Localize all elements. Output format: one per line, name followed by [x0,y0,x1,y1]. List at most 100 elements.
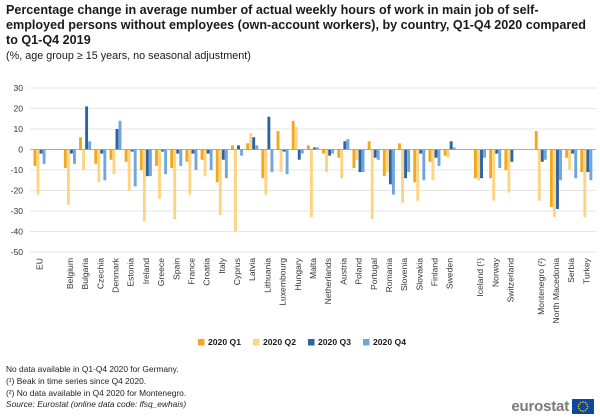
x-tick-label: Lithuania [262,258,272,293]
bar-2020-q1 [261,149,265,179]
bar-2020-q4 [361,149,365,173]
bar-2020-q2 [294,126,298,150]
bar-2020-q4 [422,149,426,181]
bar-2020-q2 [537,149,541,201]
x-tick-label: Portugal [369,258,379,290]
bar-2020-q2 [507,149,511,193]
x-tick-label: Iceland (¹) [475,258,485,297]
bar-2020-q3 [237,145,240,150]
chart-title: Percentage change in average number of a… [6,3,586,48]
bar-2020-q4 [574,149,578,179]
bar-2020-q1 [549,149,553,207]
bar-2020-q1 [413,149,417,183]
bar-2020-q4 [589,149,593,181]
bar-2020-q1 [534,131,538,150]
bar-2020-q1 [139,149,143,170]
bar-2020-q2 [203,149,207,177]
bar-2020-q3 [328,149,332,156]
x-tick-label: Switzerland [505,258,515,303]
bar-2020-q1 [63,149,67,168]
x-tick-label: EU [35,258,45,270]
bar-2020-q3 [176,149,180,154]
x-tick-label: Spain [171,258,181,280]
eu-flag-icon [572,399,594,414]
bar-2020-q1 [352,149,356,168]
bar-2020-q3 [449,141,453,150]
y-tick-label: 0 [18,145,23,155]
bar-2020-q4 [179,149,183,166]
bar-2020-q2 [552,149,556,218]
bar-2020-q1 [367,141,371,150]
y-tick-label: -20 [11,186,24,196]
bar-2020-q1 [276,131,280,150]
bar-2020-q4 [543,149,547,160]
bar-2020-q2 [477,149,480,181]
bar-2020-q1 [504,149,508,170]
bar-2020-q1 [170,149,174,168]
x-tick-label: Bulgaria [80,258,90,290]
x-tick-label: Netherlands [323,258,333,304]
source-note: Source: Eurostat (online data code: lfsq… [6,399,187,410]
footnote-germany: No data available in Q1-Q4 2020 for Germ… [6,364,179,374]
bar-2020-q4 [255,145,259,150]
x-tick-label: Romania [384,258,394,293]
bar-2020-q3 [480,149,483,179]
bar-2020-q2 [568,149,572,170]
x-tick-label: Belgium [65,258,75,289]
y-tick-label: -10 [11,165,24,175]
bar-2020-q2 [127,149,131,191]
bar-2020-q4 [270,149,274,173]
bar-2020-q4 [73,149,76,164]
bar-2020-q2 [431,149,435,181]
bar-2020-q2 [325,149,329,173]
legend-label: 2020 Q4 [373,337,406,347]
legend-swatch [308,339,315,346]
bar-2020-q1 [109,149,113,160]
bar-2020-q3 [419,149,423,154]
bar-2020-q3 [343,141,347,150]
bar-2020-q1 [565,149,569,158]
bar-2020-q3 [388,149,392,185]
bar-2020-q4 [316,147,319,150]
x-tick-label: North Macedonia [551,258,561,324]
bar-2020-q3 [267,116,271,150]
bar-2020-q4 [452,147,456,150]
x-tick-label: Austria [338,258,348,285]
x-tick-label: Italy [217,257,227,273]
bar-2020-q3 [161,149,164,152]
bar-2020-q1 [79,137,82,150]
chart-subtitle: (%, age group ≥ 15 years, no seasonal ad… [6,50,251,62]
bar-2020-q2 [279,149,283,173]
bar-2020-q3 [313,147,316,150]
bar-2020-q3 [540,149,544,162]
bar-2020-q1 [246,143,250,150]
bar-2020-q2 [264,149,268,195]
x-tick-label: Slovenia [399,258,409,291]
bar-2020-q2 [355,149,359,160]
bar-2020-q4 [346,139,350,150]
x-tick-label: Serbia [566,258,576,283]
legend-label: 2020 Q2 [263,337,296,347]
x-tick-label: Greece [156,258,166,286]
bar-2020-q4 [42,149,46,164]
bar-2020-q1 [382,149,386,177]
bar-2020-q2 [309,149,313,218]
bar-2020-q3 [358,149,362,173]
bar-2020-q4 [285,149,289,175]
y-tick-label: -30 [11,206,24,216]
bar-2020-q3 [373,149,377,158]
x-tick-label: Poland [354,258,364,285]
bar-2020-q3 [145,149,149,177]
bar-2020-q4 [209,149,213,170]
bar-2020-q2 [416,149,420,201]
x-tick-label: Finland [430,258,440,286]
x-tick-label: Estonia [126,258,136,287]
bar-2020-q3 [586,149,590,173]
bar-2020-q4 [103,149,107,181]
bar-2020-q2 [36,149,40,195]
bar-2020-q1 [291,120,295,150]
bar-2020-q2 [385,149,389,173]
y-tick-label: 10 [13,124,23,134]
x-tick-label: Luxembourg [278,258,288,306]
bar-2020-q3 [69,149,73,154]
